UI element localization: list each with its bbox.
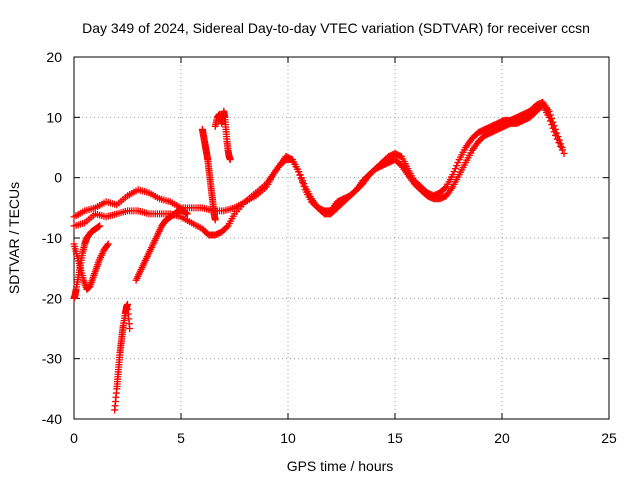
x-tick-label: 20: [494, 430, 510, 446]
data-point: [453, 162, 461, 170]
data-point: [295, 168, 303, 176]
data-marks: [70, 98, 568, 414]
data-point: [552, 131, 559, 139]
data-point: [226, 156, 234, 164]
data-point: [96, 222, 104, 230]
track-spike-b: [211, 107, 234, 164]
data-point: [546, 117, 554, 125]
data-point: [560, 150, 568, 158]
y-axis-label: SDTVAR / TECUs: [6, 182, 22, 294]
data-point: [451, 165, 459, 173]
data-point: [297, 174, 305, 182]
grid-lines: [74, 57, 609, 419]
data-point: [300, 180, 308, 188]
y-tick-label: -20: [42, 290, 62, 306]
y-tick-label: 10: [46, 109, 62, 125]
x-tick-label: 0: [70, 430, 78, 446]
data-point: [545, 113, 553, 121]
y-tick-label: -10: [42, 230, 62, 246]
data-point: [103, 241, 111, 249]
x-axis-label: GPS time / hours: [287, 458, 394, 474]
axis-ticks: 0 5 10 15 20 25 -40 -30 -20 -10 0 10 20: [42, 49, 617, 446]
x-tick-label: 5: [177, 430, 185, 446]
track-steep-rise: [111, 300, 134, 414]
y-tick-label: -30: [42, 351, 62, 367]
track-rise-early: [70, 222, 104, 302]
x-tick-label: 15: [387, 430, 403, 446]
data-point: [441, 184, 449, 192]
data-point: [549, 124, 557, 132]
y-tick-label: -40: [42, 411, 62, 427]
y-tick-label: 0: [54, 170, 62, 186]
data-point: [550, 128, 558, 136]
track-main-lower: [70, 101, 568, 239]
track-mid-rise: [132, 207, 191, 284]
data-point: [126, 325, 134, 332]
data-point: [555, 139, 563, 147]
data-point: [454, 159, 462, 167]
data-point: [299, 177, 307, 185]
track-spike-a: [198, 125, 219, 224]
data-point: [183, 210, 191, 218]
data-point: [553, 135, 561, 143]
y-tick-label: 20: [46, 49, 62, 65]
data-point: [557, 142, 565, 150]
data-point: [548, 121, 556, 129]
x-tick-label: 10: [280, 430, 296, 446]
data-point: [296, 171, 304, 179]
data-point: [104, 240, 112, 248]
data-point: [449, 171, 457, 179]
x-tick-label: 25: [601, 430, 617, 446]
track-main-upper: [70, 98, 566, 221]
data-point: [223, 223, 231, 231]
data-point: [450, 168, 458, 176]
chart-title: Day 349 of 2024, Sidereal Day-to-day VTE…: [82, 20, 590, 36]
data-point: [558, 146, 566, 154]
data-point: [211, 216, 219, 224]
